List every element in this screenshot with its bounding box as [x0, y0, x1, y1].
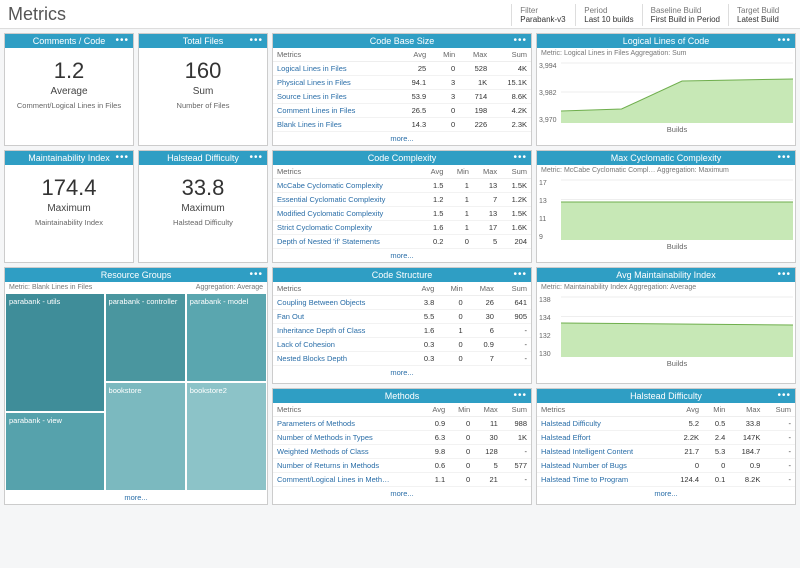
filter-box[interactable]: PeriodLast 10 builds — [575, 4, 641, 26]
menu-icon[interactable]: ••• — [249, 269, 263, 280]
table-row[interactable]: Logical Lines in Files2505284K — [273, 62, 531, 76]
panel-header: Comments / Code••• — [5, 34, 133, 48]
panel-maxcyc: Max Cyclomatic Complexity••• Metric: McC… — [536, 150, 796, 263]
halstead-table: MetricsAvgMinMaxSumHalstead Difficulty5.… — [537, 403, 795, 487]
menu-icon[interactable]: ••• — [777, 269, 791, 280]
panel-complexity: Code Complexity••• MetricsAvgMinMaxSumMc… — [272, 150, 532, 263]
filter-box[interactable]: FilterParabank-v3 — [511, 4, 575, 26]
panel-header: Code Complexity••• — [273, 151, 531, 165]
table-row[interactable]: Halstead Effort2.2K2.4147K- — [537, 431, 795, 445]
treemap-box[interactable]: parabank - view — [5, 412, 105, 491]
treemap-box[interactable]: bookstore2 — [186, 382, 267, 491]
treemap-box[interactable]: parabank - model — [186, 293, 267, 382]
panel-header: Logical Lines of Code••• — [537, 34, 795, 48]
table-row[interactable]: Physical Lines in Files94.131K15.1K — [273, 76, 531, 90]
table-row[interactable]: McCabe Cyclomatic Complexity1.51131.5K — [273, 179, 531, 193]
menu-icon[interactable]: ••• — [115, 35, 129, 46]
treemap-box[interactable]: bookstore — [105, 382, 186, 491]
table-row[interactable]: Halstead Number of Bugs000.9- — [537, 459, 795, 473]
table-row[interactable]: Essential Cyclomatic Complexity1.2171.2K — [273, 193, 531, 207]
table-row[interactable]: Number of Methods in Types6.30301K — [273, 431, 531, 445]
page-title: Metrics — [8, 4, 511, 25]
more-link[interactable]: more... — [537, 487, 795, 500]
filter-box[interactable]: Baseline BuildFirst Build in Period — [642, 4, 728, 26]
table-row[interactable]: Halstead Time to Program124.40.18.2K- — [537, 473, 795, 487]
card-totalfiles: Total Files••• 160SumNumber of Files — [138, 33, 268, 146]
treemap-box[interactable]: parabank - utils — [5, 293, 105, 412]
table-row[interactable]: Source Lines in Files53.937148.6K — [273, 90, 531, 104]
panel-methods: Methods••• MetricsAvgMinMaxSumParameters… — [272, 388, 532, 505]
table-row[interactable]: Number of Returns in Methods0.605577 — [273, 459, 531, 473]
table-row[interactable]: Halstead Intelligent Content21.75.3184.7… — [537, 445, 795, 459]
menu-icon[interactable]: ••• — [777, 35, 791, 46]
menu-icon[interactable]: ••• — [513, 35, 527, 46]
panel-codebase: Code Base Size••• MetricsAvgMinMaxSumLog… — [272, 33, 532, 146]
panel-header: Halstead Difficulty••• — [537, 389, 795, 403]
treemap[interactable]: parabank - utilsparabank - viewparabank … — [5, 293, 267, 491]
menu-icon[interactable]: ••• — [249, 35, 263, 46]
panel-halstead-tbl: Halstead Difficulty••• MetricsAvgMinMaxS… — [536, 388, 796, 505]
table-row[interactable]: Depth of Nested 'if' Statements0.205204 — [273, 235, 531, 249]
more-link[interactable]: more... — [5, 491, 267, 504]
menu-icon[interactable]: ••• — [513, 152, 527, 163]
more-link[interactable]: more... — [273, 249, 531, 262]
panel-header: Avg Maintainability Index••• — [537, 268, 795, 282]
methods-table: MetricsAvgMinMaxSumParameters of Methods… — [273, 403, 531, 487]
table-row[interactable]: Halstead Difficulty5.20.533.8- — [537, 417, 795, 431]
card-comments: Comments / Code••• 1.2AverageComment/Log… — [4, 33, 134, 146]
more-link[interactable]: more... — [273, 487, 531, 500]
menu-icon[interactable]: ••• — [513, 269, 527, 280]
menu-icon[interactable]: ••• — [777, 390, 791, 401]
table-row[interactable]: Coupling Between Objects3.8026641 — [273, 296, 531, 310]
menu-icon[interactable]: ••• — [513, 390, 527, 401]
table-row[interactable]: Blank Lines in Files14.302262.3K — [273, 118, 531, 132]
page-header: Metrics FilterParabank-v3 PeriodLast 10 … — [0, 0, 800, 29]
table-row[interactable]: Inheritance Depth of Class1.616- — [273, 324, 531, 338]
panel-avgmaint: Avg Maintainability Index••• Metric: Mai… — [536, 267, 796, 384]
table-row[interactable]: Fan Out5.5030905 — [273, 310, 531, 324]
menu-icon[interactable]: ••• — [249, 152, 263, 163]
panel-logical-lines: Logical Lines of Code••• Metric: Logical… — [536, 33, 796, 146]
more-link[interactable]: more... — [273, 132, 531, 145]
filter-bar: FilterParabank-v3 PeriodLast 10 builds B… — [511, 4, 792, 26]
panel-header: Resource Groups••• — [5, 268, 267, 282]
table-row[interactable]: Comment Lines in Files26.501984.2K — [273, 104, 531, 118]
panel-header: Maintainability Index••• — [5, 151, 133, 165]
codebase-table: MetricsAvgMinMaxSumLogical Lines in File… — [273, 48, 531, 132]
table-row[interactable]: Weighted Methods of Class9.80128- — [273, 445, 531, 459]
card-halstead: Halstead Difficulty••• 33.8MaximumHalste… — [138, 150, 268, 263]
more-link[interactable]: more... — [273, 366, 531, 379]
table-row[interactable]: Comment/Logical Lines in Meth…1.1021- — [273, 473, 531, 487]
panel-structure: Code Structure••• MetricsAvgMinMaxSumCou… — [272, 267, 532, 384]
menu-icon[interactable]: ••• — [777, 152, 791, 163]
complexity-table: MetricsAvgMinMaxSumMcCabe Cyclomatic Com… — [273, 165, 531, 249]
panel-header: Methods••• — [273, 389, 531, 403]
table-row[interactable]: Parameters of Methods0.9011988 — [273, 417, 531, 431]
table-row[interactable]: Nested Blocks Depth0.307- — [273, 352, 531, 366]
panel-resgroups: Resource Groups••• Metric: Blank Lines i… — [4, 267, 268, 505]
menu-icon[interactable]: ••• — [115, 152, 129, 163]
panel-header: Halstead Difficulty••• — [139, 151, 267, 165]
treemap-box[interactable]: parabank - controller — [105, 293, 186, 382]
panel-header: Max Cyclomatic Complexity••• — [537, 151, 795, 165]
table-row[interactable]: Strict Cyclomatic Complexity1.61171.6K — [273, 221, 531, 235]
card-maintain: Maintainability Index••• 174.4MaximumMai… — [4, 150, 134, 263]
panel-header: Code Structure••• — [273, 268, 531, 282]
structure-table: MetricsAvgMinMaxSumCoupling Between Obje… — [273, 282, 531, 366]
panel-header: Total Files••• — [139, 34, 267, 48]
dashboard-grid: Comments / Code••• 1.2AverageComment/Log… — [0, 29, 800, 509]
table-row[interactable]: Lack of Cohesion0.300.9- — [273, 338, 531, 352]
table-row[interactable]: Modified Cyclomatic Complexity1.51131.5K — [273, 207, 531, 221]
filter-box[interactable]: Target BuildLatest Build — [728, 4, 792, 26]
panel-header: Code Base Size••• — [273, 34, 531, 48]
